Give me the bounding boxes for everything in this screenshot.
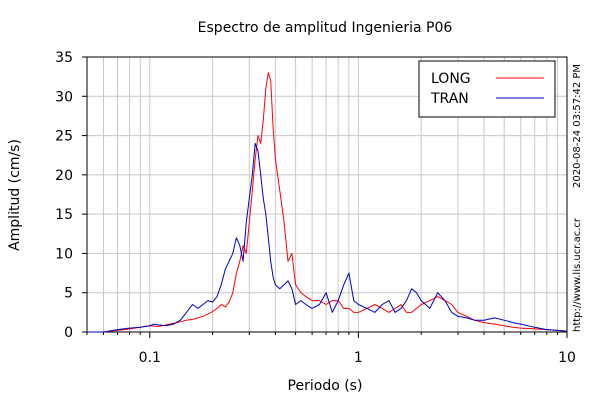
x-tick-label: 1 [354, 350, 363, 366]
plot-area-frame [86, 56, 568, 333]
series-line-tran [87, 142, 568, 333]
timestamp-label: 2020-08-24 03:57:42 PM [572, 63, 583, 188]
legend-label-long: LONG [431, 71, 471, 87]
axis-ticks: 0.1 1 10 0 5 10 15 20 25 30 35 [55, 50, 576, 366]
y-tick-label: 35 [55, 50, 73, 66]
source-url-label: http://www.lis.ucr.ac.cr [572, 218, 583, 332]
y-tick-label: 20 [55, 168, 73, 184]
legend: LONG TRAN [418, 60, 556, 118]
legend-label-tran: TRAN [430, 91, 469, 107]
y-tick-label: 5 [64, 286, 73, 302]
x-tick-label: 0.1 [139, 350, 161, 366]
y-tick-label: 25 [55, 129, 73, 145]
y-tick-label: 15 [55, 207, 73, 223]
y-tick-label: 30 [55, 89, 73, 105]
y-tick-label: 10 [55, 246, 73, 262]
x-tick-label: 10 [558, 350, 576, 366]
series-lines [87, 72, 568, 333]
chart-title: Espectro de amplitud Ingenieria P06 [198, 20, 453, 36]
series-line-long [87, 72, 568, 333]
y-axis-label: Amplitud (cm/s) [7, 139, 23, 251]
legend-box [418, 60, 556, 118]
x-axis-label: Periodo (s) [288, 378, 363, 394]
y-tick-label: 0 [64, 325, 73, 341]
